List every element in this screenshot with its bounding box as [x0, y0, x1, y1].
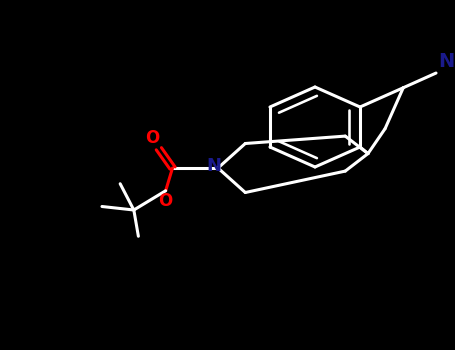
- Text: O: O: [157, 193, 172, 210]
- Text: O: O: [145, 129, 159, 147]
- Text: N: N: [207, 157, 222, 175]
- Text: NH: NH: [438, 52, 455, 71]
